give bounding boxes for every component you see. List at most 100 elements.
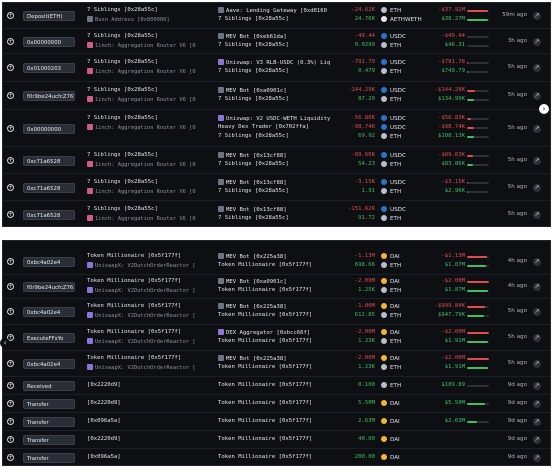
from-entity[interactable]: 7 Siblings [0x28a55c]: [87, 87, 158, 93]
token-symbol[interactable]: USDC: [381, 152, 406, 159]
from-entity[interactable]: Token Millionaire [0x5f177f]: [87, 278, 182, 284]
from-entity[interactable]: [0x096a5a]: [87, 454, 121, 460]
token-symbol[interactable]: USDC: [381, 124, 406, 131]
from-sub-entity[interactable]: UniswapX: V2DutchOrderReactor [: [87, 287, 196, 294]
to-entity[interactable]: MEV Bot [0x13cf88]: [218, 206, 287, 213]
token-symbol[interactable]: ETH: [381, 42, 401, 49]
expand-row-icon[interactable]: +: [7, 436, 14, 443]
open-tx-icon[interactable]: ↗: [533, 64, 541, 72]
to-entity[interactable]: MEV Bot [0x13cf88]: [218, 152, 287, 159]
open-tx-icon[interactable]: ↗: [533, 400, 541, 408]
open-tx-icon[interactable]: ↗: [533, 211, 541, 219]
from-sub-entity[interactable]: Busn Address [0x000000]: [87, 16, 170, 23]
from-entity[interactable]: 7 Siblings [0x28a55c]: [87, 33, 158, 39]
scroll-right-button[interactable]: ›: [539, 104, 549, 114]
expand-row-icon[interactable]: +: [7, 360, 14, 367]
token-symbol[interactable]: ETH: [381, 364, 401, 371]
timestamp[interactable]: 5h ago: [507, 211, 527, 217]
to-entity[interactable]: Token Millionaire [0x5f177f]: [218, 400, 312, 406]
to-entity[interactable]: MEV Bot [0xeb61da]: [218, 33, 287, 40]
from-entity[interactable]: 7 Siblings [0x28a55c]: [87, 115, 158, 121]
method-tag[interactable]: Transfer: [23, 417, 75, 427]
from-entity[interactable]: 7 Siblings [0x28a55c]: [87, 59, 158, 65]
expand-row-icon[interactable]: +: [7, 400, 14, 407]
from-entity[interactable]: [0x096a5a]: [87, 418, 121, 424]
token-symbol[interactable]: ETH: [381, 338, 401, 345]
token-symbol[interactable]: DAI: [381, 303, 400, 310]
to-entity[interactable]: MEV Bot [0x13cf88]: [218, 179, 287, 186]
from-sub-entity[interactable]: 1inch: Aggregation Router V6 [0: [87, 68, 196, 75]
to-entity[interactable]: Heavy Dex Trader [0x702ffa]: [218, 124, 309, 130]
to-entity[interactable]: DEX Aggregator [0xbcc66f]: [218, 329, 310, 336]
token-symbol[interactable]: ETH: [381, 7, 401, 14]
from-entity[interactable]: Token Millionaire [0x5f177f]: [87, 253, 182, 259]
from-sub-entity[interactable]: 1inch: Aggregation Router V6 [0: [87, 161, 196, 168]
expand-row-icon[interactable]: +: [7, 38, 14, 45]
method-tag[interactable]: 0xc71a6528: [23, 183, 75, 193]
timestamp[interactable]: 4h ago: [507, 283, 527, 289]
from-entity[interactable]: Token Millionaire [0x5f177f]: [87, 329, 182, 335]
token-symbol[interactable]: ETH: [381, 312, 401, 319]
open-tx-icon[interactable]: ↗: [533, 184, 541, 192]
to-entity[interactable]: MEV Bot [0xa0901c]: [218, 87, 287, 94]
from-sub-entity[interactable]: UniswapX: V2DutchOrderReactor [: [87, 364, 196, 371]
to-entity[interactable]: Token Millionaire [0x5f177f]: [218, 287, 312, 293]
timestamp[interactable]: 5h ago: [507, 92, 527, 98]
timestamp[interactable]: 5h ago: [507, 157, 527, 163]
to-entity[interactable]: 7 Siblings [0x28a55c]: [218, 215, 289, 221]
token-symbol[interactable]: ETH: [381, 188, 401, 195]
to-entity[interactable]: Token Millionaire [0x5f177f]: [218, 418, 312, 424]
expand-row-icon[interactable]: +: [7, 382, 14, 389]
to-entity[interactable]: 7 Siblings [0x28a55c]: [218, 188, 289, 194]
token-symbol[interactable]: USDC: [381, 87, 406, 94]
open-tx-icon[interactable]: ↗: [533, 436, 541, 444]
from-entity[interactable]: 7 Siblings [0x28a55c]: [87, 7, 158, 13]
from-entity[interactable]: Token Millionaire [0x5f177f]: [87, 355, 182, 361]
timestamp[interactable]: 9d ago: [507, 454, 527, 460]
open-tx-icon[interactable]: ↗: [533, 418, 541, 426]
expand-row-icon[interactable]: +: [7, 12, 14, 19]
to-entity[interactable]: Token Millionaire [0x5f177f]: [218, 364, 312, 370]
expand-row-icon[interactable]: +: [7, 157, 14, 164]
token-symbol[interactable]: DAI: [381, 454, 400, 461]
from-sub-entity[interactable]: UniswapX: V2DutchOrderReactor [: [87, 262, 196, 269]
method-tag[interactable]: Deposit(ETH): [23, 11, 75, 21]
expand-row-icon[interactable]: +: [7, 283, 14, 290]
token-symbol[interactable]: DAI: [381, 436, 400, 443]
from-sub-entity[interactable]: 1inch: Aggregation Router V6 [0: [87, 188, 196, 195]
token-symbol[interactable]: DAI: [381, 253, 400, 260]
open-tx-icon[interactable]: ↗: [533, 334, 541, 342]
method-tag[interactable]: 0x00000000: [23, 124, 75, 134]
to-entity[interactable]: 7 Siblings [0x28a55c]: [218, 42, 289, 48]
to-entity[interactable]: Token Millionaire [0x5f177f]: [218, 454, 312, 460]
timestamp[interactable]: 5h ago: [507, 184, 527, 190]
open-tx-icon[interactable]: ↗: [533, 157, 541, 165]
from-sub-entity[interactable]: 1inch: Aggregation Router V6 [0: [87, 124, 196, 131]
token-symbol[interactable]: ETH: [381, 215, 401, 222]
to-entity[interactable]: MEV Bot [0x225a38]: [218, 355, 287, 362]
timestamp[interactable]: 4h ago: [507, 258, 527, 264]
token-symbol[interactable]: ETH: [381, 161, 401, 168]
from-sub-entity[interactable]: 1inch: Aggregation Router V6 [0: [87, 96, 196, 103]
token-symbol[interactable]: USDC: [381, 59, 406, 66]
token-symbol[interactable]: ETH: [381, 262, 401, 269]
open-tx-icon[interactable]: ↗: [533, 454, 541, 462]
token-symbol[interactable]: AETHWETH: [381, 16, 422, 23]
to-entity[interactable]: Uniswap: V2 USDC-WETH Liquidity: [218, 115, 330, 122]
from-entity[interactable]: [0x2220d9]: [87, 436, 121, 442]
open-tx-icon[interactable]: ↗: [533, 258, 541, 266]
method-tag[interactable]: 0xbc4a02e4: [23, 307, 75, 317]
expand-row-icon[interactable]: +: [7, 64, 14, 71]
timestamp[interactable]: 59m ago: [502, 12, 527, 18]
timestamp[interactable]: 9d ago: [507, 382, 527, 388]
from-entity[interactable]: 7 Siblings [0x28a55c]: [87, 152, 158, 158]
method-tag[interactable]: f0r9be24ucfcZ765...: [23, 282, 75, 292]
open-tx-icon[interactable]: ↗: [533, 308, 541, 316]
from-sub-entity[interactable]: 1inch: Aggregation Router V6 [0: [87, 42, 196, 49]
timestamp[interactable]: 5h ago: [507, 308, 527, 314]
token-symbol[interactable]: USDC: [381, 33, 406, 40]
to-entity[interactable]: Token Millionaire [0x5f177f]: [218, 436, 312, 442]
to-entity[interactable]: MEV Bot [0x225a38]: [218, 253, 287, 260]
timestamp[interactable]: 9d ago: [507, 400, 527, 406]
token-symbol[interactable]: DAI: [381, 400, 400, 407]
